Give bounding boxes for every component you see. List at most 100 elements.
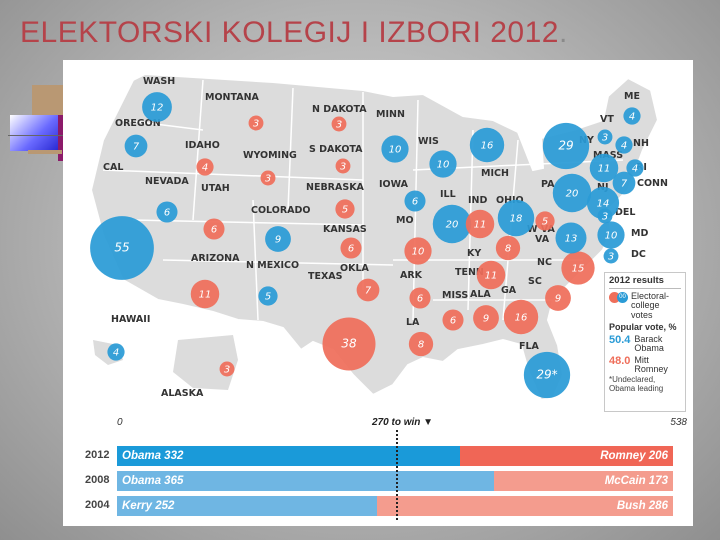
- dem-bar: Kerry 252: [117, 496, 378, 516]
- state-label-ohio: OHIO: [496, 195, 524, 206]
- state-label-ky: KY: [467, 248, 481, 259]
- state-label-miss: MISS: [442, 290, 468, 301]
- bubble-circle-sc: [545, 285, 571, 311]
- bubble-circle-ala: [473, 305, 499, 331]
- bubble-vt: 3: [597, 129, 613, 145]
- bubble-me: 4: [623, 107, 641, 125]
- bubble-nc: 15: [561, 251, 595, 285]
- bubble-votes-wva: 5: [542, 217, 548, 228]
- bubble-circle-vt: [597, 129, 613, 145]
- state-label-colorado: COLORADO: [251, 205, 310, 216]
- bubble-circle-idaho: [196, 158, 214, 176]
- rep-bar: McCain 173: [494, 471, 673, 491]
- bubble-wyoming: 3: [260, 170, 276, 186]
- bubble-sdakota: 3: [335, 158, 351, 174]
- legend-dot-obama: 00: [617, 291, 628, 303]
- bubble-circle-fla: [523, 351, 571, 399]
- bubble-alaska: 3: [219, 361, 235, 377]
- dem-bar: Obama 332: [117, 446, 461, 466]
- bubble-votes-ill: 20: [446, 220, 459, 231]
- bubble-circle-nh: [615, 136, 633, 154]
- bubble-nebraska: 5: [335, 199, 355, 219]
- bubble-dc: 3: [603, 248, 619, 264]
- bar-row-2008: Obama 365 McCain 173: [117, 471, 673, 491]
- bubble-votes-nc: 15: [572, 264, 585, 275]
- bubble-circle-ind: [465, 209, 495, 239]
- bubble-votes-ala: 9: [483, 314, 489, 325]
- bubble-idaho: 4: [196, 158, 214, 176]
- state-label-vt: VT: [600, 114, 614, 125]
- state-label-nebraska: NEBRASKA: [306, 182, 365, 193]
- legend-obama-row: 50.4 Barack Obama: [609, 334, 681, 354]
- state-label-montana: MONTANA: [205, 92, 260, 103]
- bubble-votes-md: 10: [605, 231, 618, 242]
- bubble-circle-ndakota: [331, 116, 347, 132]
- state-label-pa: PA: [541, 179, 555, 190]
- bubble-votes-nj: 14: [597, 199, 610, 210]
- state-label-utah: UTAH: [201, 183, 230, 194]
- bubble-circle-ky: [495, 235, 521, 261]
- map-legend: 2012 results 00 Electoral-college votes …: [604, 272, 686, 412]
- state-label-wyoming: WYOMING: [243, 150, 297, 161]
- bubble-circle-md: [597, 221, 625, 249]
- bubble-circle-ri: [626, 159, 644, 177]
- bubble-circle-oregon: [124, 134, 148, 158]
- year-label: 2012: [85, 449, 110, 461]
- state-label-ark: ARK: [400, 270, 423, 281]
- bubble-votes-ky: 8: [505, 244, 511, 255]
- bubble-fla: 29*: [523, 351, 571, 399]
- bubble-votes-va: 13: [565, 234, 578, 245]
- state-label-del: DEL: [615, 207, 635, 218]
- bubble-votes-montana: 3: [253, 119, 259, 130]
- bubble-votes-cal: 55: [114, 241, 129, 255]
- bubble-votes-mass: 11: [598, 164, 611, 175]
- state-label-me: ME: [624, 91, 640, 102]
- bubble-md: 10: [597, 221, 625, 249]
- bubble-ndakota: 3: [331, 116, 347, 132]
- bubble-ri: 4: [626, 159, 644, 177]
- state-label-wash: WASH: [143, 76, 175, 87]
- bubble-pa: 20: [552, 173, 592, 213]
- bubble-circle-ark: [409, 287, 431, 309]
- bubble-circle-dc: [603, 248, 619, 264]
- axis-min-label: 0: [117, 417, 123, 428]
- slide-title: ELEKTORSKI KOLEGIJ I IZBORI 2012.: [20, 16, 710, 50]
- bubble-votes-nmexico: 5: [265, 292, 271, 303]
- bubble-circle-sdakota: [335, 158, 351, 174]
- state-label-sc: SC: [528, 276, 542, 287]
- slide-title-text: ELEKTORSKI KOLEGIJ I IZBORI 2012: [20, 16, 559, 49]
- rep-bar: Bush 286: [377, 496, 673, 516]
- legend-romney-row: 48.0 Mitt Romney: [609, 355, 681, 375]
- state-label-minn: MINN: [376, 109, 405, 120]
- state-label-fla: FLA: [519, 341, 540, 352]
- state-label-wis: WIS: [418, 136, 439, 147]
- bubble-votes-nebraska: 5: [342, 205, 348, 216]
- bubble-votes-kansas: 6: [348, 244, 354, 255]
- us-map: WASH OREGON CAL IDAHO NEVADA UTAH MONTANA WYOMI…: [89, 72, 668, 402]
- threshold-label: 270 to win ▼: [372, 417, 434, 428]
- bubble-circle-mo: [404, 237, 432, 265]
- bubble-circle-nc: [561, 251, 595, 285]
- state-label-nh: NH: [633, 138, 649, 149]
- bubble-votes-wis: 10: [437, 160, 450, 171]
- bubble-votes-fla: 29*: [536, 368, 557, 382]
- bubble-circle-miss: [442, 309, 464, 331]
- bubble-circle-ill: [432, 204, 472, 244]
- bubble-circle-arizona: [190, 279, 220, 309]
- year-label: 2004: [85, 499, 110, 511]
- bubble-circle-nj: [586, 186, 620, 220]
- bubble-wis: 10: [429, 150, 457, 178]
- bubble-votes-hawaii: 4: [113, 348, 119, 359]
- bubble-kansas: 6: [340, 237, 362, 259]
- bubble-circle-la: [408, 331, 434, 357]
- bubble-votes-ri: 4: [632, 164, 638, 175]
- state-label-mich: MICH: [481, 168, 509, 179]
- bubble-ill: 20: [432, 204, 472, 244]
- bubble-votes-sdakota: 3: [340, 162, 346, 173]
- bubble-votes-okla: 7: [365, 286, 372, 297]
- rep-bar: Romney 206: [460, 446, 673, 466]
- bubble-conn: 7: [612, 171, 636, 195]
- bubble-circle-minn: [381, 135, 409, 163]
- bubble-nevada: 6: [156, 201, 178, 223]
- bubble-ark: 6: [409, 287, 431, 309]
